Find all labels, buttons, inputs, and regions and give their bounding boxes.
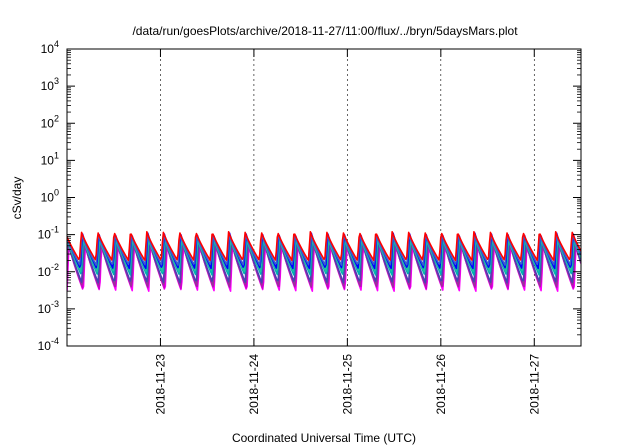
x-tick-label: 2018-11-27 xyxy=(527,354,541,415)
grid-lines xyxy=(160,49,535,346)
y-tick-label: 10-2 xyxy=(38,262,59,279)
plot-frame xyxy=(66,48,582,347)
y-axis-label: cSv/day xyxy=(10,177,24,220)
series-lines xyxy=(67,230,581,292)
x-axis-label: Coordinated Universal Time (UTC) xyxy=(232,431,416,445)
series-line xyxy=(67,234,581,266)
x-tick-label: 2018-11-23 xyxy=(153,354,167,415)
series-line xyxy=(67,237,581,273)
series-line xyxy=(67,230,581,262)
y-tick-label: 100 xyxy=(41,188,59,205)
x-tick-label: 2018-11-26 xyxy=(434,354,448,415)
y-tick-label: 103 xyxy=(41,76,59,93)
y-tick-label: 10-3 xyxy=(38,299,59,316)
y-tick-label: 104 xyxy=(41,39,59,56)
y-tick-label: 102 xyxy=(41,113,59,130)
y-tick-label: 10-4 xyxy=(38,336,59,353)
series-line xyxy=(67,235,581,276)
chart-title: /data/run/goesPlots/archive/2018-11-27/1… xyxy=(132,24,518,38)
x-tick-label: 2018-11-25 xyxy=(340,354,354,415)
y-tick-label: 101 xyxy=(41,150,59,167)
y-axis-ticks: 10-4 10-3 10-2 10-1 100 101 102 103 104 xyxy=(38,39,581,353)
x-axis-ticks: 2018-11-23 2018-11-24 2018-11-25 2018-11-26… xyxy=(153,49,541,415)
y-tick-label: 10-1 xyxy=(38,225,59,242)
plot-border xyxy=(66,48,582,347)
x-tick-label: 2018-11-24 xyxy=(247,354,261,415)
